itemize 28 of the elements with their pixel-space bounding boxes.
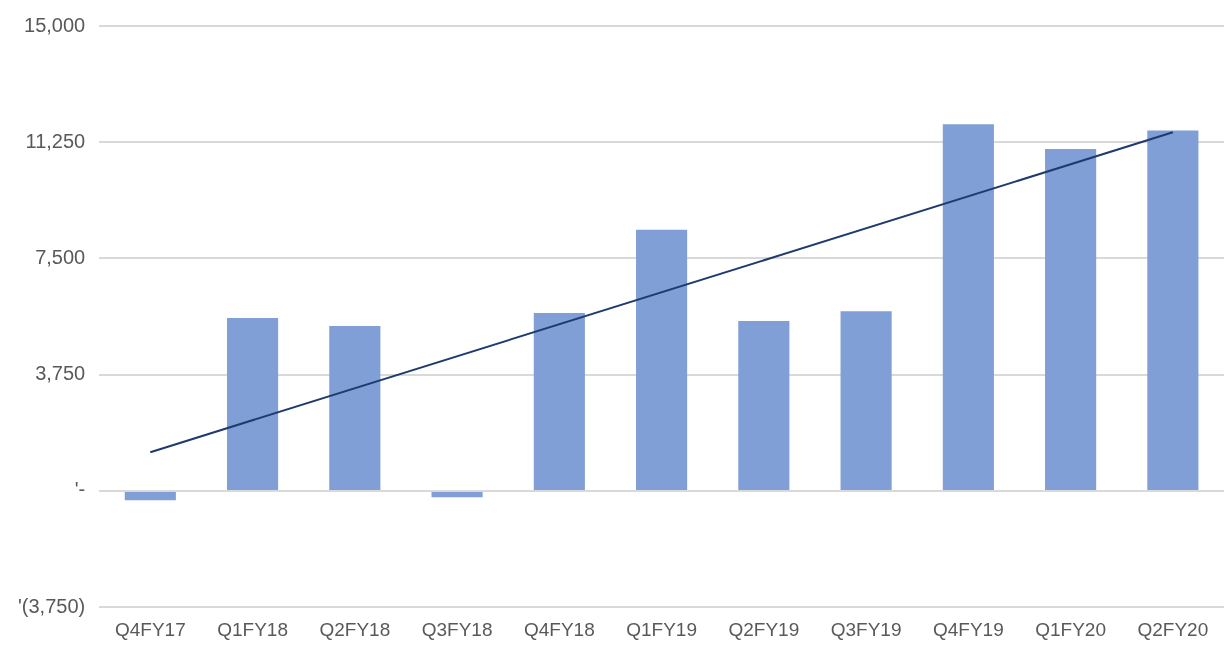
bar [738,321,790,490]
bar [431,491,483,498]
y-tick-label: 7,500 [35,246,86,268]
x-tick-label: Q4FY18 [523,618,595,640]
bar [636,229,688,490]
x-tick-label: Q2FY19 [728,618,800,640]
bar [1147,130,1199,490]
x-tick-label: Q3FY18 [421,618,493,640]
x-tick-label: Q2FY18 [319,618,391,640]
y-tick-label: 3,750 [35,362,86,385]
x-tick-label: Q1FY18 [217,618,288,640]
y-tick-label: 15,000 [24,13,86,36]
bar [942,124,994,490]
x-tick-label: Q4FY19 [932,618,1004,640]
x-tick-label: Q3FY19 [830,618,902,640]
bar [840,311,892,490]
x-tick-label: Q4FY17 [114,618,186,640]
bar [1045,149,1097,490]
y-tick-label: '- [74,478,86,501]
y-tick-label: '(3,750) [18,594,86,617]
x-tick-label: Q2FY20 [1137,618,1209,640]
y-tick-label: 11,250 [25,129,86,152]
bar [329,326,381,490]
bar [533,313,585,490]
bar [124,491,176,501]
x-tick-label: Q1FY20 [1035,618,1106,640]
bar [227,318,279,490]
x-tick-label: Q1FY19 [626,618,697,640]
